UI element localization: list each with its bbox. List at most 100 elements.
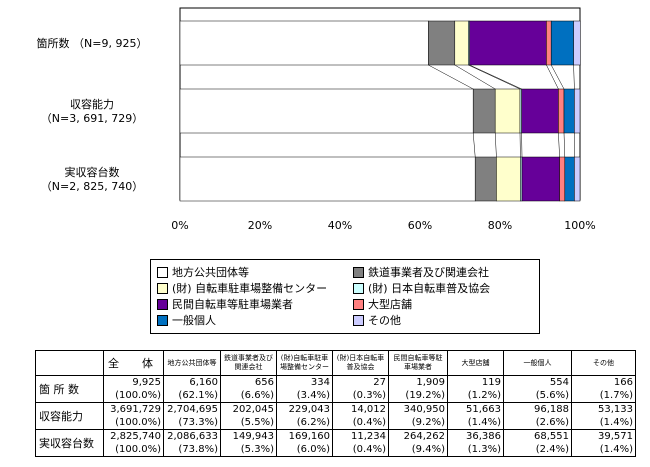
table-cell: 554 (5.6%) [503,375,572,403]
cell-percent: (1.7%) [599,390,633,401]
legend-swatch [353,282,364,294]
table-cell: 14,012 (0.4%) [332,402,389,430]
cell-value: 36,386 [466,431,501,442]
cell-percent: (9.2%) [411,417,445,428]
cell-value: 169,160 [288,431,330,442]
table-cell: 119 (1.2%) [447,375,504,403]
series-connector-line [454,64,496,90]
cell-value: 14,012 [351,404,386,415]
table-header-cell: 全 体 [103,350,164,376]
cell-value: 3,691,729 [110,404,161,415]
cell-percent: (2.4%) [535,444,569,455]
category-label: （N=3, 691, 729） [41,112,143,125]
x-tick-label: 100% [564,219,595,232]
legend-label: 地方公共団体等 [172,266,249,279]
table-row: 箇 所 数 9,925 (100.0%) 6,160 (62.1%) 656 (6.6%) 3… [35,375,636,403]
cell-percent: (2.6%) [535,417,569,428]
cell-percent: (62.1%) [178,390,218,401]
cell-percent: (1.4%) [467,417,501,428]
legend-item: (財) 自転車駐車場整備センター [157,280,353,296]
table-header-cell: 鉄道事業者及び関連会社 [220,350,277,376]
cell-percent: (5.6%) [535,390,569,401]
cell-percent: (1.4%) [599,417,633,428]
bar-segment [494,88,521,134]
legend-item: 民間自転車等駐車場業者 [157,296,353,312]
category-label: 収容能力 [70,97,114,111]
legend-swatch [157,266,168,278]
x-tick-label: 40% [328,219,352,232]
cell-percent: (5.3%) [240,444,274,455]
bar-segment [179,88,474,134]
cell-value: 149,943 [232,431,274,442]
cell-percent: (6.2%) [296,417,330,428]
cell-percent: (1.3%) [467,444,501,455]
x-tick-label: 0% [171,219,188,232]
series-connector-line [563,132,566,158]
series-connector-line [472,132,476,158]
cell-value: 2,704,695 [167,404,218,415]
cell-value: 264,262 [403,431,445,442]
cell-percent: (73.3%) [178,417,218,428]
table-cell: 166 (1.7%) [571,375,636,403]
cell-percent: (0.3%) [352,390,386,401]
series-connector-line [558,132,560,158]
cell-value: 53,133 [598,404,633,415]
table-cell: 9,925 (100.0%) [103,375,164,403]
table-cell: 39,571 (1.4%) [571,429,636,457]
cell-value: 334 [310,377,330,388]
legend-swatch [353,266,364,278]
bar-segment [559,156,566,202]
table-corner [35,350,104,376]
cell-value: 656 [254,377,274,388]
bar-segment [574,88,581,134]
legend-swatch [353,298,364,310]
cell-percent: (100.0%) [115,444,161,455]
cell-percent: (6.0%) [296,444,330,455]
cell-value: 6,160 [189,377,218,388]
cell-percent: (0.4%) [352,417,386,428]
table-cell: 149,943 (5.3%) [220,429,277,457]
legend-label: 大型店舗 [368,298,412,311]
bar-segment [558,88,565,134]
table-cell: 53,133 (1.4%) [571,402,636,430]
category-label: （N=2, 825, 740） [41,180,143,193]
stacked-bar-chart: 箇所数 （N=9, 925） 収容能力（N=3, 691, 729） 実収容台数（N… [37,7,596,232]
cell-value: 9,925 [132,377,161,388]
series-connector-line [468,64,521,90]
cell-percent: (0.4%) [352,444,386,455]
table-cell: 3,691,729 (100.0%) [103,402,164,430]
legend-swatch [353,314,364,326]
cell-percent: (19.2%) [405,390,445,401]
table-row: 収容能力 3,691,729 (100.0%) 2,704,695 (73.3%) 202… [35,402,636,430]
x-tick-label: 60% [408,219,432,232]
cell-percent: (100.0%) [115,417,161,428]
legend-label: 民間自転車等駐車場業者 [172,298,293,311]
cell-value: 119 [481,377,501,388]
legend-item: (財) 日本自転車普及協会 [353,280,533,296]
series-connector-line [550,64,565,90]
legend-label: (財) 日本自転車普及協会 [368,282,491,295]
table-cell: 1,909 (19.2%) [388,375,448,403]
cell-value: 11,234 [351,431,386,442]
table-header-row: 全 体 地方公共団体等 鉄道事業者及び関連会社 (財)自転車駐車場整備センター … [35,350,636,376]
table-header-cell: (財)日本自転車普及協会 [332,350,389,376]
legend-item: 大型店舗 [353,296,533,312]
cell-percent: (1.2%) [467,390,501,401]
cell-percent: (73.8%) [178,444,218,455]
bar-segment [574,156,581,202]
bar-segment [521,156,560,202]
cell-value: 2,086,633 [167,431,218,442]
legend-item: 一般個人 [157,312,353,328]
table-cell: 68,551 (2.4%) [503,429,572,457]
bar-segment [564,156,575,202]
table-row-label: 収容能力 [35,402,104,430]
table-header-cell: (財)自転車駐車場整備センター [276,350,333,376]
bar-segment [550,20,574,66]
legend-label: 鉄道事業者及び関連会社 [368,266,489,279]
cell-value: 51,663 [466,404,501,415]
cell-value: 202,045 [232,404,274,415]
bar-segment [428,20,456,66]
table-cell: 334 (3.4%) [276,375,333,403]
table-row-label: 実収容台数 [35,429,104,457]
cell-percent: (9.4%) [411,444,445,455]
